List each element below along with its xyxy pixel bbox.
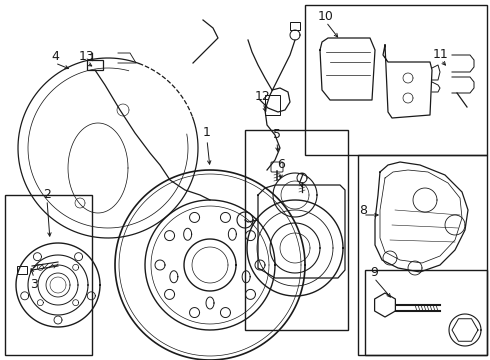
Text: 7: 7 (297, 171, 305, 184)
Text: 13: 13 (79, 50, 95, 63)
Text: 6: 6 (277, 158, 285, 171)
Text: 12: 12 (255, 90, 271, 104)
Text: 3: 3 (30, 279, 38, 292)
Bar (265, 95, 280, 115)
Bar (365, 270, 487, 355)
Text: 11: 11 (433, 49, 449, 62)
Bar (17, 266, 27, 274)
Bar (290, 22, 300, 30)
Text: 8: 8 (359, 203, 367, 216)
Text: 10: 10 (318, 10, 334, 23)
Bar (5, 195, 92, 355)
Bar (245, 130, 348, 330)
Bar (358, 155, 487, 355)
Text: 9: 9 (370, 266, 378, 279)
Text: 4: 4 (51, 50, 59, 63)
Text: 5: 5 (273, 129, 281, 141)
Text: 2: 2 (43, 189, 51, 202)
Bar (87, 60, 103, 70)
Bar (305, 5, 487, 155)
Text: 1: 1 (203, 126, 211, 139)
